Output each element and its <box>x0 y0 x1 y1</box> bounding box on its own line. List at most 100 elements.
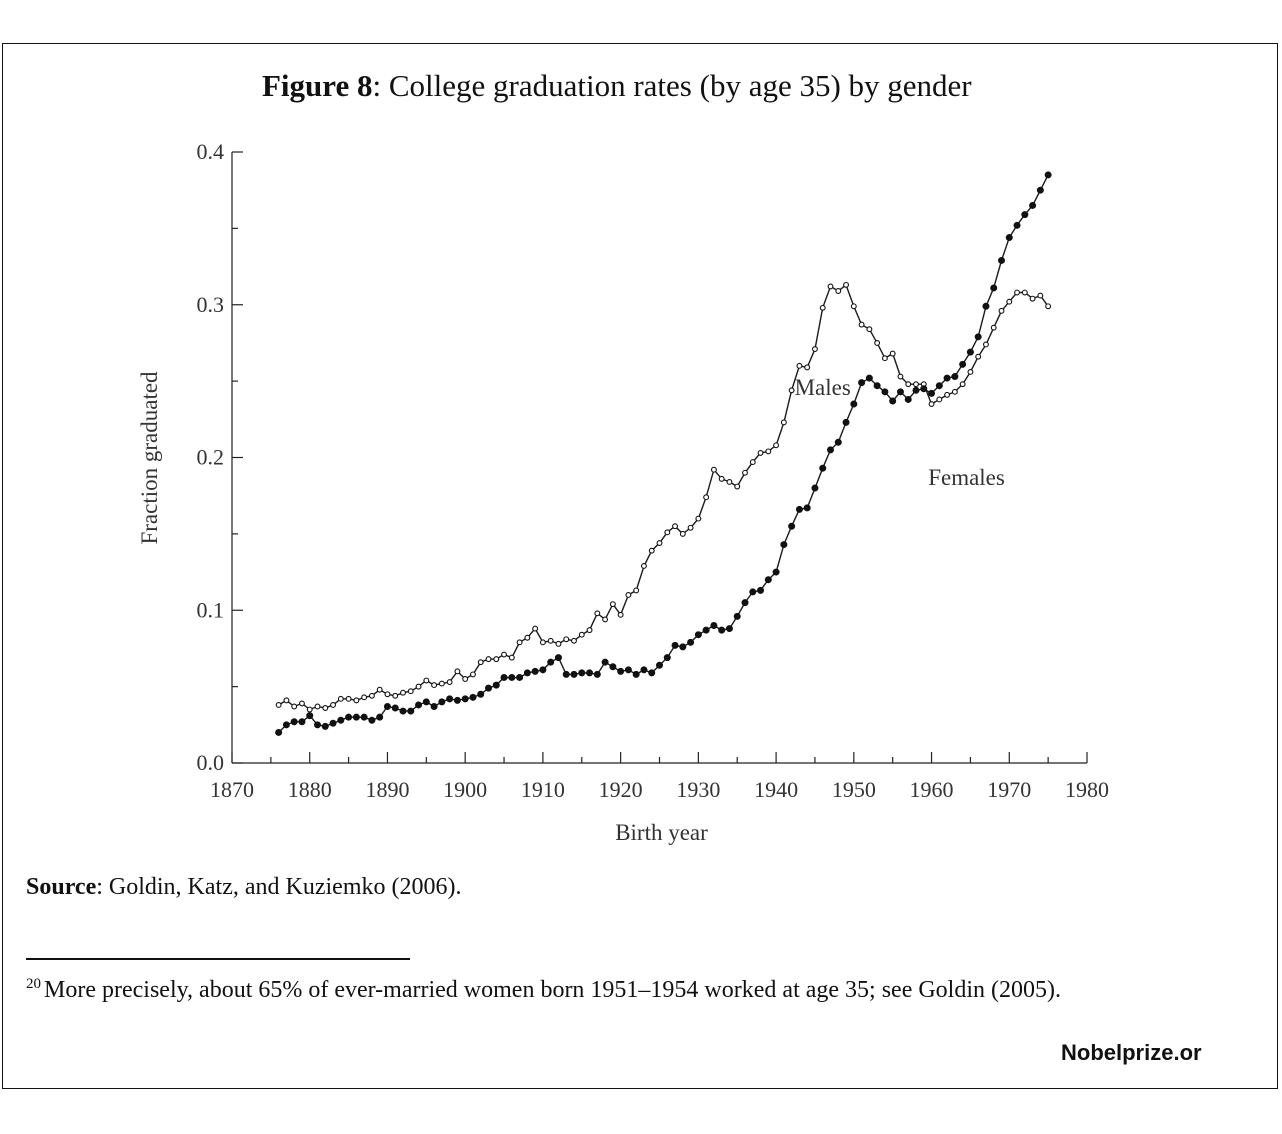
females-data-point <box>733 612 741 620</box>
females-data-point <box>430 702 438 710</box>
females-data-point <box>306 712 314 720</box>
females-data-point <box>438 698 446 706</box>
males-data-point <box>353 697 360 704</box>
females-data-point <box>780 541 788 549</box>
males-data-point <box>975 353 982 360</box>
footnote-number: 20 <box>26 976 41 992</box>
males-data-point <box>283 697 290 704</box>
females-data-point <box>461 695 469 703</box>
figure-title: Figure 8: College graduation rates (by a… <box>262 68 972 104</box>
x-tick-label: 1920 <box>599 777 643 802</box>
x-axis-label: Birth year <box>615 820 708 845</box>
females-data-point <box>990 284 998 292</box>
females-data-point <box>484 684 492 692</box>
males-data-point <box>656 540 663 546</box>
females-data-point <box>453 696 461 704</box>
females-data-point <box>609 663 617 671</box>
males-data-point <box>602 616 609 623</box>
series-annotation-males: Males <box>795 375 851 400</box>
females-data-point <box>516 673 524 681</box>
males-data-point <box>345 695 352 702</box>
y-tick-label: 0.3 <box>197 292 225 317</box>
figure-frame <box>2 43 1278 1089</box>
females-data-point <box>741 599 749 607</box>
females-data-point <box>687 638 695 646</box>
females-data-point <box>329 719 337 727</box>
females-data-point <box>632 670 640 678</box>
males-data-point <box>664 529 671 536</box>
males-data-point <box>392 692 399 699</box>
males-data-point <box>788 387 795 394</box>
females-data-point <box>764 576 772 584</box>
males-data-point <box>586 627 593 634</box>
females-data-point <box>617 667 625 675</box>
y-axis-label: Fraction graduated <box>137 371 162 545</box>
males-data-point <box>563 636 570 643</box>
y-tick-label: 0.4 <box>197 139 225 164</box>
males-data-point <box>913 381 919 388</box>
males-data-point <box>773 442 780 449</box>
males-data-point <box>578 631 585 638</box>
females-data-point <box>360 713 368 721</box>
males-data-point <box>983 341 989 348</box>
males-data-point <box>547 637 554 644</box>
footnote-text: More precisely, about 65% of ever-marrie… <box>44 977 1061 1003</box>
females-data-point <box>469 693 477 701</box>
females-data-point <box>842 418 850 426</box>
males-data-point <box>407 688 414 695</box>
source-label: Source <box>26 874 97 900</box>
males-data-point <box>415 683 422 690</box>
males-data-point <box>703 494 710 501</box>
females-data-point <box>834 438 842 446</box>
females-data-point <box>951 373 959 381</box>
males-data-point <box>1006 298 1013 305</box>
females-data-point <box>275 728 283 736</box>
chart-series-layer <box>275 171 1052 736</box>
females-data-point <box>376 713 384 721</box>
y-tick-label: 0.0 <box>197 750 225 775</box>
males-series-line <box>278 283 1049 711</box>
x-tick-label: 1880 <box>288 777 332 802</box>
males-data-point <box>726 478 733 485</box>
males-data-point <box>384 691 391 698</box>
series-annotation-females: Females <box>928 465 1005 490</box>
females-data-point <box>959 360 967 368</box>
males-data-point <box>539 639 546 646</box>
males-data-point <box>718 475 725 482</box>
females-data-point <box>679 643 687 651</box>
males-data-point <box>633 587 640 594</box>
females-data-point <box>624 666 632 674</box>
females-data-point <box>858 379 866 387</box>
males-data-point <box>827 283 834 290</box>
x-tick-label: 1960 <box>910 777 954 802</box>
males-data-point <box>850 303 857 310</box>
males-data-point <box>524 634 531 641</box>
x-tick-label: 1900 <box>443 777 487 802</box>
males-data-point <box>1021 289 1028 296</box>
females-data-point <box>640 666 648 674</box>
females-data-point <box>1013 221 1021 229</box>
males-data-point <box>571 637 577 644</box>
footnote: 20 More precisely, about 65% of ever-marr… <box>26 976 1061 1004</box>
females-data-point <box>795 505 803 513</box>
females-data-point <box>531 667 539 675</box>
males-data-point <box>376 686 383 693</box>
females-data-point <box>508 673 516 681</box>
males-data-point <box>749 459 756 466</box>
females-data-point <box>345 713 353 721</box>
males-data-point <box>835 288 842 294</box>
males-data-point <box>648 547 655 554</box>
females-data-point <box>819 464 827 472</box>
females-data-point <box>1044 171 1052 179</box>
males-data-point <box>306 706 313 713</box>
males-data-point <box>314 703 321 710</box>
females-data-point <box>368 716 376 724</box>
males-data-point <box>780 419 787 426</box>
males-data-point <box>501 651 507 658</box>
x-tick-label: 1950 <box>832 777 876 802</box>
females-data-point <box>850 400 858 408</box>
y-tick-label: 0.1 <box>197 597 225 622</box>
males-data-point <box>1037 292 1044 299</box>
males-data-point <box>330 702 336 708</box>
females-data-point <box>974 333 982 341</box>
